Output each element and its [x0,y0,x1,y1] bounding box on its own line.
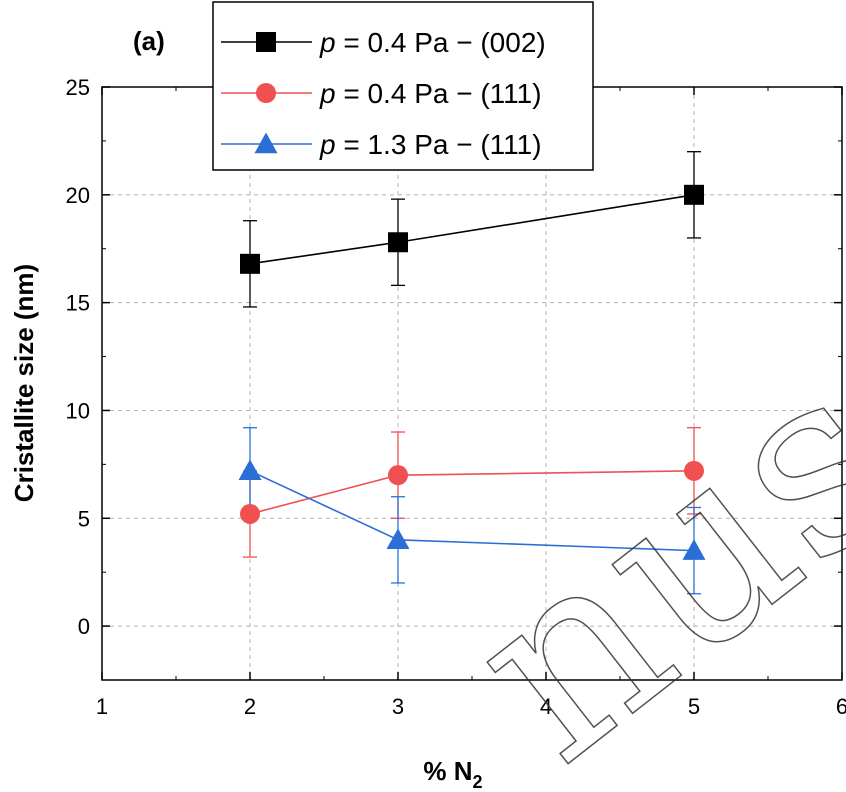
legend-label-text: = 0.4 Pa − (111) [336,78,542,109]
data-point-series-1 [684,460,704,481]
data-point-series-2 [238,459,262,481]
y-tick-label: 10 [66,398,90,423]
x-axis-title: % N2 [423,756,482,792]
y-tick-label: 15 [66,291,90,316]
series-line-0 [249,194,695,265]
x-tick-label: 3 [392,694,404,719]
legend-label-text: = 0.4 Pa − (002) [336,27,546,58]
legend-label-var: p [319,129,336,160]
legend-marker-2 [254,132,278,154]
x-tick-label: 1 [96,694,108,719]
legend-label-0: p = 0.4 Pa − (002) [319,27,546,58]
legend-label-var: p [319,78,336,109]
y-axis-title: Cristallite size (nm) [9,264,39,502]
x-tick-label: 2 [244,694,256,719]
x-tick-label: 4 [540,694,552,719]
series-markers [238,184,706,560]
legend-label-2: p = 1.3 Pa − (111) [319,129,542,160]
x-tick-label: 5 [688,694,700,719]
y-tick-label: 0 [78,614,90,639]
x-tick-label: 6 [836,694,846,719]
data-point-series-0 [684,184,704,205]
y-tick-label: 5 [78,506,90,531]
data-point-series-2 [386,528,410,550]
legend-box [212,1,594,171]
axis-ticks: 1 2 3 4 5 6 0 5 10 15 20 25 [66,75,846,719]
legend: p = 0.4 Pa − (002)p = 0.4 Pa − (111)p = … [212,1,594,171]
legend-label-var: p [319,27,336,58]
legend-marker-0 [256,32,276,52]
legend-label-text: = 1.3 Pa − (111) [336,129,542,160]
data-point-series-1 [240,503,260,524]
data-point-series-0 [388,232,408,253]
data-point-series-0 [240,253,260,274]
watermark: nusc [417,224,846,792]
legend-label-1: p = 0.4 Pa − (111) [319,78,542,109]
legend-marker-1 [256,83,276,103]
panel-label: (a) [133,26,165,56]
data-point-series-1 [388,465,408,486]
y-tick-label: 20 [66,183,90,208]
y-tick-label: 25 [66,75,90,100]
data-point-series-2 [682,539,706,560]
